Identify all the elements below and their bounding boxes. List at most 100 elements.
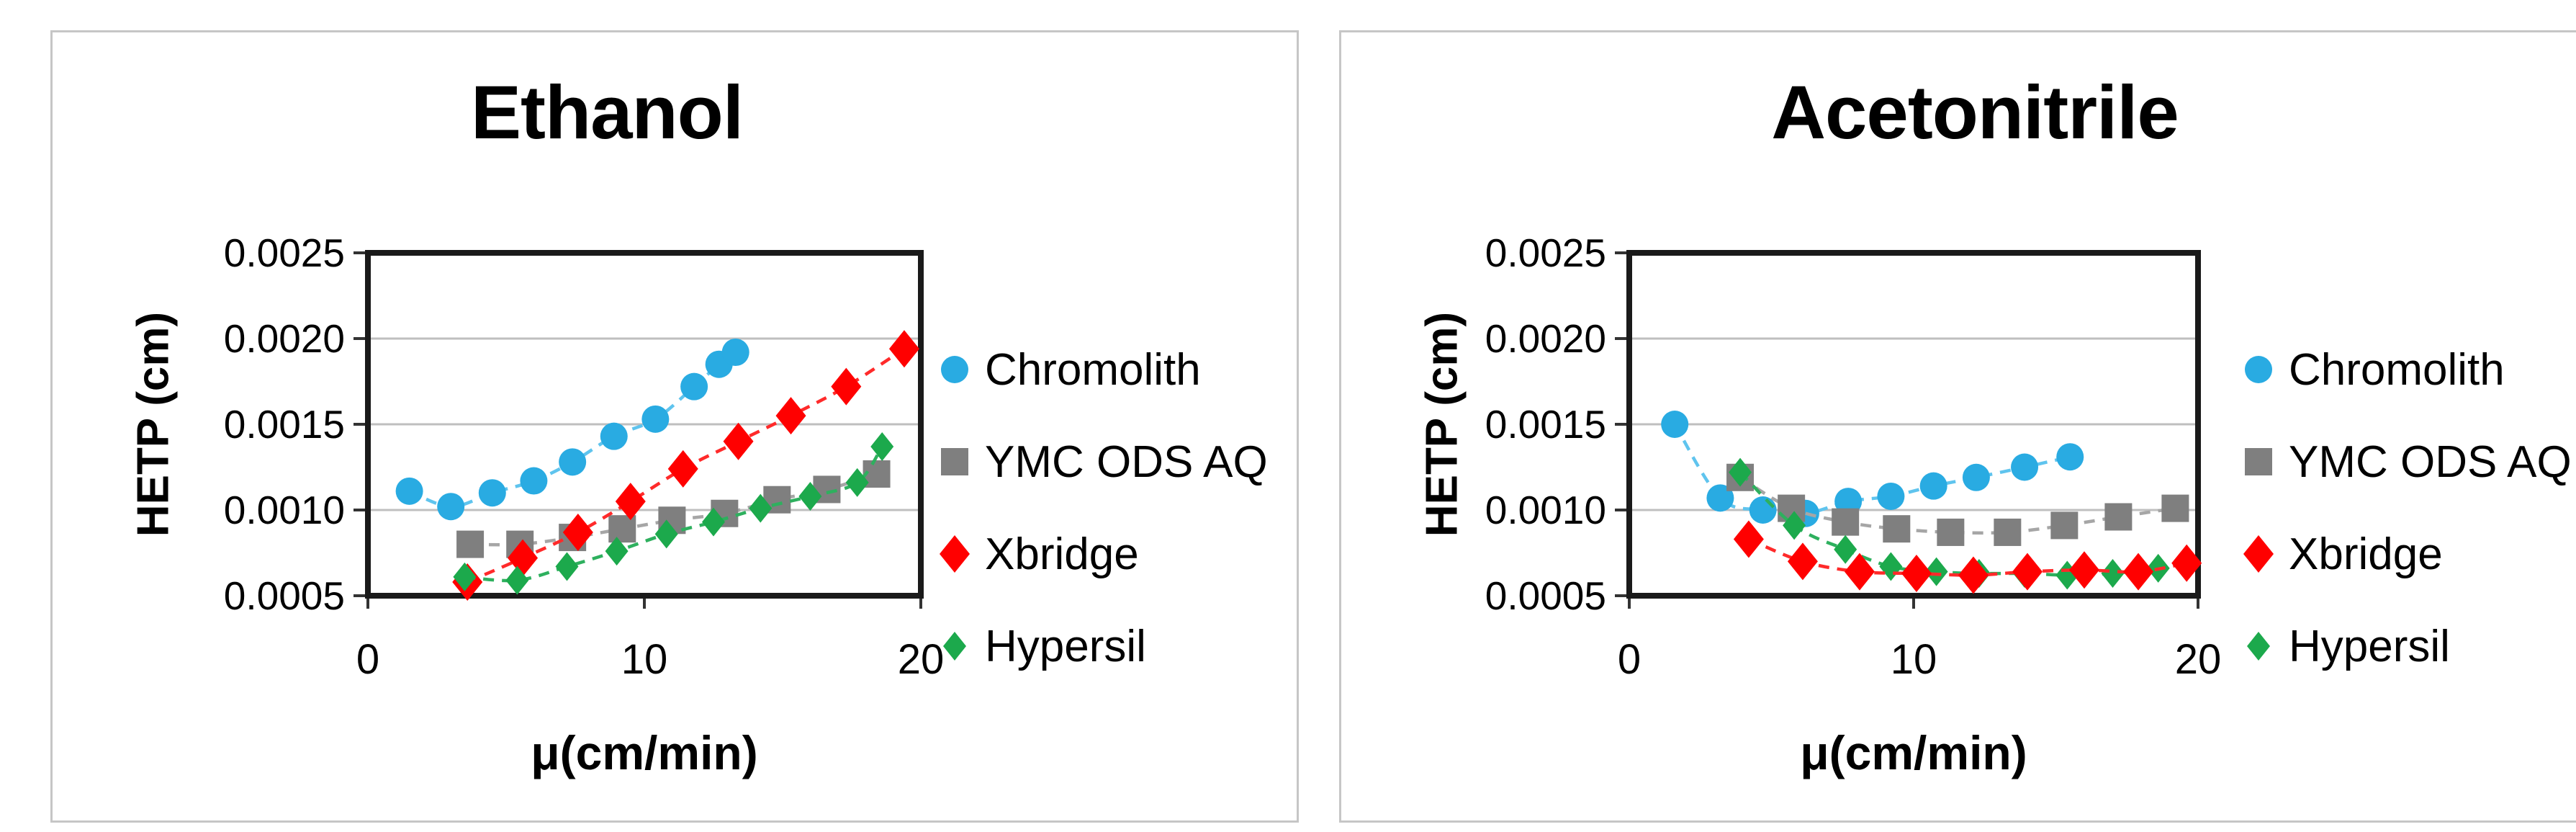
y-tick-label: 0.0005 — [1485, 573, 1606, 618]
y-tick-label: 0.0010 — [1485, 488, 1606, 532]
xbridge-legend-marker-icon — [2243, 535, 2274, 573]
series-hypersil-marker — [1924, 557, 1948, 586]
chart-panel-ethanol: Ethanol HETP (cm) μ(cm/min) 0.0005 0.0010… — [50, 30, 1299, 823]
y-tick-label: 0.0010 — [224, 488, 345, 532]
legend-label: Hypersil — [985, 621, 1146, 671]
series-xbridge-marker — [615, 483, 646, 521]
series-chromolith-marker — [2011, 453, 2039, 481]
legend-item-xbridge: Xbridge — [935, 529, 1139, 579]
legend-item-chromolith: Chromolith — [2238, 345, 2505, 395]
series-ymc-ods-aq-marker — [2104, 503, 2133, 531]
plot-border — [1626, 250, 2201, 599]
series-ymc-ods-aq-marker — [608, 515, 636, 543]
series-hypersil-marker — [453, 562, 477, 591]
series-xbridge-marker — [508, 539, 539, 577]
legend-label: Xbridge — [2289, 529, 2443, 579]
series-xbridge-marker — [1844, 553, 1875, 591]
xbridge-legend-marker — [2243, 535, 2274, 573]
legend-label: Chromolith — [985, 344, 1201, 395]
y-tick-label: 0.0015 — [1485, 402, 1606, 447]
series-xbridge-marker — [888, 330, 919, 368]
series-chromolith-marker — [721, 339, 749, 367]
series-chromolith-marker — [1877, 482, 1905, 510]
legend-label: Xbridge — [985, 529, 1139, 579]
y-tick-label: 0.0015 — [224, 402, 345, 447]
series-chromolith-marker — [395, 477, 423, 505]
legend-item-hypersil: Hypersil — [2238, 622, 2450, 671]
plot-border — [365, 250, 924, 599]
series-chromolith-marker — [1834, 488, 1863, 516]
chart-panel-acetonitrile: Acetonitrile HETP (cm) μ(cm/min) 0.0005 0… — [1339, 30, 2576, 823]
plot-area: 0.0005 0.0010 0.0015 0.0020 0.0025 0 10 20 — [1485, 231, 2222, 683]
chart-title: Ethanol — [471, 71, 744, 155]
chromolith-legend-marker-icon — [2245, 356, 2272, 383]
legend-label: YMC ODS AQ — [2289, 437, 2572, 487]
chromolith-legend-marker — [941, 356, 968, 383]
series-ymc-ods-aq-marker — [1832, 508, 1860, 536]
legend-label: Hypersil — [2289, 621, 2450, 671]
series-chromolith-marker — [1749, 496, 1777, 524]
series-hypersil-marker — [2101, 559, 2125, 589]
series-hypersil-marker — [2055, 560, 2079, 590]
x-tick-label: 0 — [356, 636, 379, 683]
x-axis-title: μ(cm/min) — [531, 726, 758, 779]
legend-item-ymc-ods-aq: YMC ODS AQ — [2238, 437, 2572, 487]
y-tick-label: 0.0020 — [224, 316, 345, 361]
y-tick-label: 0.0020 — [1485, 316, 1606, 361]
x-tick-label: 20 — [898, 636, 945, 683]
series-ymc-ods-aq-marker — [1883, 515, 1911, 543]
series-hypersil-trendline — [464, 445, 884, 583]
series-hypersil-marker — [505, 565, 529, 595]
series-ymc-ods-aq-marker — [1937, 518, 1965, 546]
chromolith-legend-marker — [2245, 356, 2272, 383]
legend-item-chromolith: Chromolith — [935, 345, 1201, 395]
chromolith-legend-marker-icon — [941, 356, 968, 383]
series-chromolith-marker — [1706, 484, 1734, 512]
series-chromolith-marker — [520, 467, 548, 495]
series-hypersil-marker — [702, 507, 725, 537]
xbridge-legend-marker — [940, 535, 970, 573]
series-hypersil-marker — [1783, 511, 1806, 540]
series-ymc-ods-aq-marker — [1994, 518, 2022, 546]
hypersil-legend-marker-icon — [2247, 632, 2270, 661]
series-xbridge-marker — [1901, 555, 1932, 593]
x-tick-label: 10 — [621, 636, 668, 683]
plot-area: 0.0005 0.0010 0.0015 0.0020 0.0025 0 10 20 — [224, 231, 945, 683]
series-hypersil-marker — [1879, 552, 1903, 581]
series-xbridge-marker — [667, 449, 698, 488]
series-chromolith-marker — [641, 405, 670, 433]
series-hypersil-marker — [1834, 534, 1857, 564]
y-tick-label: 0.0025 — [224, 231, 345, 275]
ymc-ods-aq-legend-marker — [2245, 448, 2272, 475]
series-ymc-ods-aq-marker — [2161, 494, 2189, 522]
series-xbridge-points — [452, 330, 919, 601]
series-xbridge-marker — [1787, 542, 1818, 581]
ymc-ods-aq-legend-marker-icon — [2245, 448, 2272, 475]
series-chromolith-marker — [437, 493, 465, 521]
series-hypersil-marker — [654, 519, 678, 549]
series-chromolith-marker — [1962, 463, 1990, 491]
series-hypersil-marker — [870, 431, 894, 461]
series-ymc-ods-aq-points — [456, 460, 891, 558]
series-chromolith-marker — [559, 448, 587, 476]
series-hypersil-marker — [798, 481, 822, 511]
y-tick-label: 0.0005 — [224, 573, 345, 618]
series-chromolith-marker — [680, 372, 708, 401]
series-xbridge-marker — [2123, 553, 2154, 591]
series-ymc-ods-aq-marker — [2050, 511, 2079, 540]
series-chromolith-marker — [2056, 443, 2084, 471]
series-hypersil-marker — [1729, 457, 1752, 487]
series-chromolith-marker — [1919, 472, 1947, 500]
x-tick-label: 10 — [1891, 636, 1937, 683]
x-axis-title: μ(cm/min) — [1800, 726, 2027, 779]
ymc-ods-aq-legend-marker — [941, 448, 968, 475]
y-tick-label: 0.0025 — [1485, 231, 1606, 275]
series-chromolith-marker — [478, 479, 506, 507]
x-tick-label: 20 — [2175, 636, 2222, 683]
series-xbridge-marker — [1958, 556, 1989, 594]
series-hypersil-marker — [749, 493, 773, 523]
legend-label: Chromolith — [2289, 344, 2505, 395]
legend-item-xbridge: Xbridge — [2238, 529, 2443, 579]
xbridge-legend-marker-icon — [940, 535, 970, 573]
